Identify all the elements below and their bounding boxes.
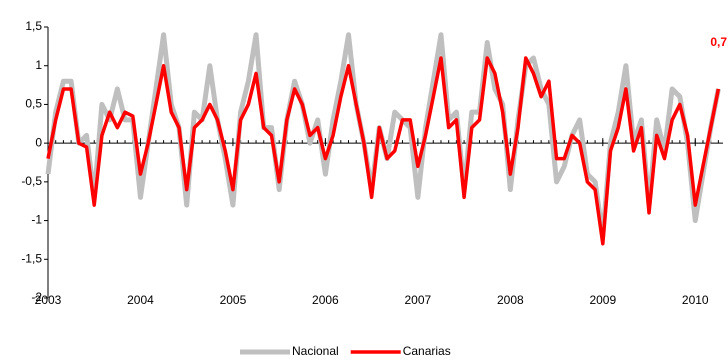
x-tick-label: 2008	[497, 293, 524, 307]
x-tick-label: 2004	[127, 293, 154, 307]
x-tick-label: 2006	[312, 293, 339, 307]
y-tick-label: 0	[35, 135, 42, 149]
y-tick-label: 1	[35, 58, 42, 72]
x-tick-label: 2009	[589, 293, 616, 307]
y-tick-label: -1,5	[21, 251, 42, 265]
series-line	[46, 56, 721, 246]
y-tick-label: -2	[31, 290, 42, 304]
y-tick-label: 0,5	[25, 97, 42, 111]
end-label: 0,7	[710, 35, 727, 49]
x-tick-label: 2003	[35, 293, 62, 307]
x-tick-label: 2007	[405, 293, 432, 307]
legend-label: Canarias	[403, 344, 451, 358]
legend-label: Nacional	[292, 344, 339, 358]
x-tick-label: 2005	[220, 293, 247, 307]
y-tick-label: 1,5	[25, 19, 42, 33]
x-tick-label: 2010	[682, 293, 709, 307]
y-tick-label: -1	[31, 213, 42, 227]
y-tick-label: -0,5	[21, 174, 42, 188]
